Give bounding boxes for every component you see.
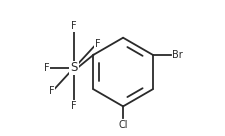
Text: Cl: Cl — [118, 120, 127, 130]
Text: F: F — [71, 101, 76, 111]
Text: Br: Br — [171, 50, 182, 60]
Text: F: F — [49, 86, 54, 96]
Text: S: S — [70, 61, 77, 75]
Text: F: F — [94, 39, 100, 49]
Text: F: F — [44, 63, 50, 73]
Text: F: F — [71, 21, 76, 31]
